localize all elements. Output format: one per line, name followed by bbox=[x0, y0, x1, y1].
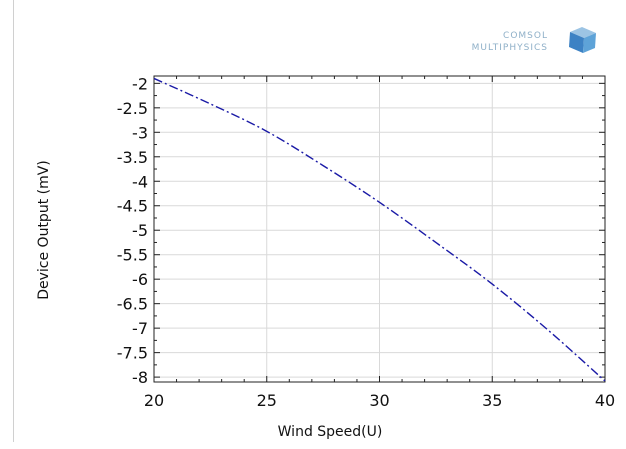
y-tick-labels: -2 -2.5 -3 -3.5 -4 -4.5 -5 -5.5 -6 -6.5 -7 -7.5 -8 bbox=[117, 74, 148, 387]
comsol-logo: COMSOL MULTIPHYSICS bbox=[472, 27, 596, 53]
comsol-cube-icon bbox=[569, 27, 596, 53]
y-tick-label: -2 bbox=[132, 74, 148, 93]
y-tick-label: -5.5 bbox=[117, 246, 148, 265]
y-tick-label: -6 bbox=[132, 270, 148, 289]
y-tick-label: -3.5 bbox=[117, 148, 148, 167]
y-tick-label: -4.5 bbox=[117, 197, 148, 216]
logo-text-multiphysics: MULTIPHYSICS bbox=[472, 43, 548, 53]
y-tick-label: -2.5 bbox=[117, 99, 148, 118]
grid-lines bbox=[153, 76, 606, 382]
left-border-line bbox=[13, 0, 14, 442]
y-tick-label: -3 bbox=[132, 123, 148, 142]
x-tick-label: 20 bbox=[144, 391, 164, 410]
y-tick-label: -7 bbox=[132, 319, 148, 338]
x-axis-title: Wind Speed(U) bbox=[278, 424, 383, 440]
x-tick-label: 30 bbox=[369, 391, 389, 410]
y-tick-label: -5 bbox=[132, 221, 148, 240]
x-tick-label: 35 bbox=[482, 391, 502, 410]
y-axis-title: Device Output (mV) bbox=[36, 160, 52, 300]
axis-ticks bbox=[153, 76, 606, 382]
logo-text-comsol: COMSOL bbox=[503, 31, 548, 41]
x-tick-label: 25 bbox=[257, 391, 277, 410]
x-tick-label: 40 bbox=[595, 391, 615, 410]
y-tick-label: -8 bbox=[132, 368, 148, 387]
y-tick-label: -6.5 bbox=[117, 295, 148, 314]
y-tick-label: -7.5 bbox=[117, 344, 148, 363]
series-line bbox=[153, 77, 606, 382]
x-tick-labels: 20 25 30 35 40 bbox=[144, 391, 615, 410]
y-tick-label: -4 bbox=[132, 172, 148, 191]
